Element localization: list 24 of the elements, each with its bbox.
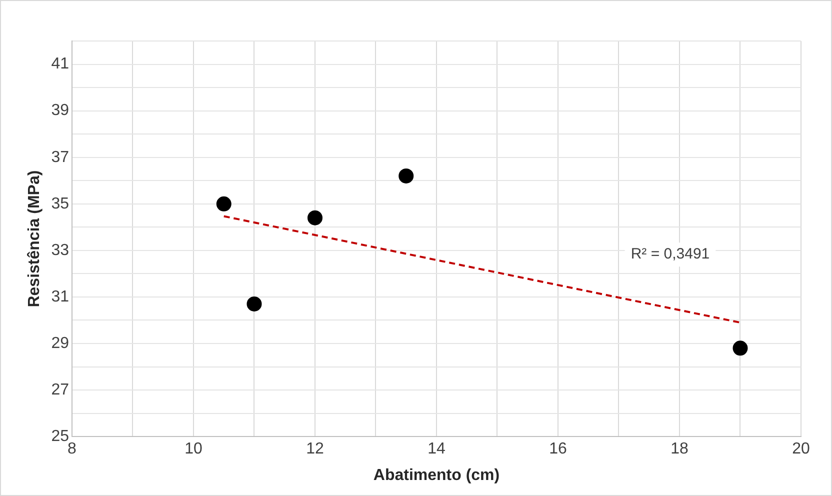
y-tick-label: 25 [51, 428, 70, 446]
x-tick-label: 18 [670, 440, 688, 458]
y-tick-label: 29 [51, 334, 70, 352]
annotation: R² = 0,3491 [630, 246, 710, 263]
point [732, 340, 748, 356]
y-tick-label: 41 [51, 56, 70, 73]
x-axis-title: Abatimento (cm) [373, 466, 500, 484]
x-tick-label: 12 [306, 440, 324, 458]
point [308, 210, 322, 226]
point [398, 168, 414, 184]
y-tick-label: 33 [51, 242, 70, 259]
point [216, 196, 232, 212]
x-tick-label: 10 [184, 440, 202, 458]
x-tick-label: 20 [792, 440, 810, 458]
x-tick-label: 14 [428, 440, 446, 458]
y-axis-title: Resistência (MPa) [26, 170, 44, 308]
x-tick-label: 8 [68, 440, 77, 458]
y-tick-label: 27 [51, 381, 70, 398]
y-tick-label: 31 [51, 288, 70, 306]
x-tick-label: 16 [549, 440, 567, 458]
y-tick-label: 39 [51, 102, 70, 120]
point [246, 296, 262, 312]
y-tick-label: 35 [51, 195, 70, 212]
y-tick-label: 37 [51, 148, 70, 166]
